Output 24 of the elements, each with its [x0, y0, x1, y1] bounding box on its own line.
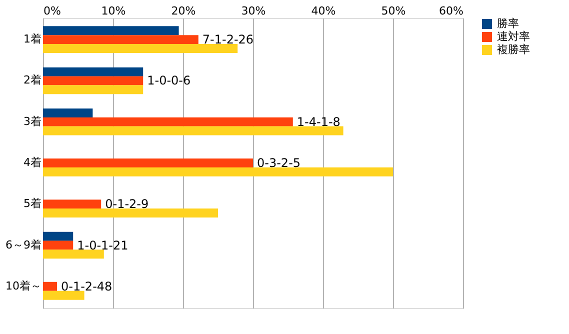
- annotation: 1-0-1-21: [77, 238, 128, 252]
- annotation: 1-4-1-8: [296, 114, 340, 129]
- y-tick-label: 2着: [24, 74, 42, 87]
- annotation: 0-1-2-48: [61, 279, 112, 294]
- y-tick-label: 3着: [24, 114, 42, 128]
- y-tick-label: 5着: [24, 197, 42, 210]
- x-tick-label: 0%: [44, 4, 61, 18]
- legend-label: 複勝率: [497, 43, 530, 56]
- x-tick-label: 10%: [101, 4, 126, 18]
- y-tick-label: 6～9着: [6, 238, 42, 252]
- y-tick-label: 10着～: [6, 279, 42, 292]
- annotation: 0-1-2-9: [105, 197, 149, 212]
- x-tick-label: 50%: [381, 4, 406, 18]
- annotation: 0-3-2-5: [257, 156, 301, 170]
- annotation: 1-0-0-6: [147, 74, 191, 88]
- y-tick-label: 4着: [24, 156, 42, 169]
- legend-label: 勝率: [497, 17, 519, 30]
- x-tick-label: 60%: [439, 4, 464, 18]
- annotation: 7-1-2-26: [202, 32, 254, 47]
- x-tick-label: 20%: [171, 4, 196, 18]
- y-tick-label: 1着: [24, 32, 42, 46]
- legend-label: 連対率: [497, 30, 530, 43]
- x-tick-label: 30%: [241, 4, 266, 18]
- x-tick-label: 40%: [311, 4, 336, 18]
